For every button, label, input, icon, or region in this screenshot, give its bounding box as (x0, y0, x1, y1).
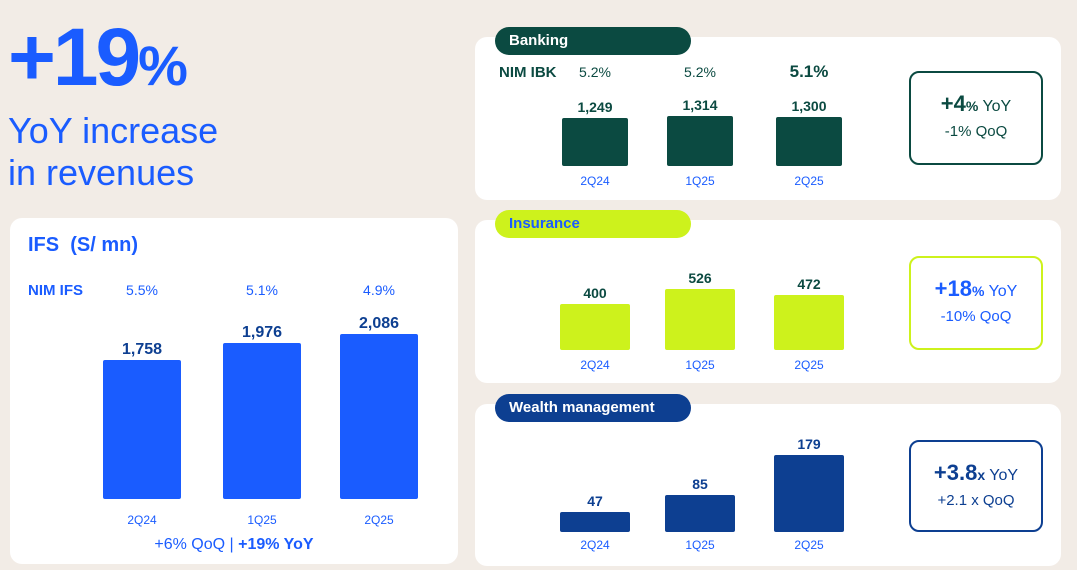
banking-kpi-box: +4% YoY -1% QoQ (909, 71, 1043, 165)
wealth-value-label: 47 (587, 493, 603, 509)
wealth-value-label: 179 (797, 436, 821, 452)
ifs-nim-value: 4.9% (363, 282, 395, 298)
banking-bar (776, 117, 842, 166)
insurance-kpi-value: +18 (934, 276, 972, 301)
ifs-chart: 1,758 2Q24 5.5% 1,976 1Q25 5.1% 2,086 2Q25 4.9% (103, 282, 418, 527)
ifs-nim-value: 5.5% (126, 282, 158, 298)
wealth-category-label: 2Q24 (580, 538, 610, 552)
banking-kpi-unit: % (965, 98, 979, 114)
ifs-bar (340, 334, 418, 499)
ifs-unit: (S/ mn) (70, 234, 139, 256)
headline-line1: YoY increase (8, 110, 219, 151)
wealth-card: Wealth management 47 2Q24 85 1Q25 179 2Q25 +3… (475, 394, 1061, 566)
banking-category-label: 1Q25 (685, 174, 715, 188)
banking-nim-value: 5.2% (684, 64, 716, 80)
insurance-category-label: 2Q25 (794, 358, 824, 372)
ifs-nim-label: NIM IFS (28, 282, 83, 299)
banking-bar (667, 116, 733, 166)
insurance-value-label: 400 (583, 285, 607, 301)
wealth-value-label: 85 (692, 476, 708, 492)
banking-nim-value: 5.1% (790, 62, 829, 81)
banking-category-label: 2Q25 (794, 174, 824, 188)
ifs-title: IFS (S/ mn) (28, 234, 138, 257)
ifs-category-label: 2Q25 (364, 513, 394, 527)
headline-value: +19% (8, 17, 218, 106)
banking-value-label: 1,300 (791, 98, 826, 114)
wealth-kpi-yoy-label: YoY (985, 467, 1019, 484)
ifs-nim-value: 5.1% (246, 282, 278, 298)
insurance-bar (560, 304, 630, 350)
wealth-bar (774, 455, 844, 532)
wealth-kpi-yoy: +3.8x YoY (911, 460, 1041, 486)
banking-chart: 1,249 2Q24 5.2% 1,314 1Q25 5.2% 1,300 2Q25 5.1% (562, 62, 842, 188)
insurance-chart: 400 2Q24 526 1Q25 472 2Q25 (560, 270, 844, 372)
banking-nim-value: 5.2% (579, 64, 611, 80)
headline-line2: in revenues (8, 152, 195, 193)
insurance-kpi-yoy-label: YoY (984, 283, 1018, 300)
wealth-pill: Wealth management (495, 394, 691, 422)
insurance-kpi-yoy: +18% YoY (911, 276, 1041, 302)
insurance-card: Insurance 400 2Q24 526 1Q25 472 2Q25 +18% YoY… (475, 210, 1061, 383)
banking-kpi-yoy-label: YoY (978, 98, 1012, 115)
ifs-category-label: 1Q25 (247, 513, 277, 527)
banking-category-label: 2Q24 (580, 174, 610, 188)
ifs-footer: +6% QoQ | +19% YoY (10, 536, 458, 554)
insurance-kpi-box: +18% YoY -10% QoQ (909, 256, 1043, 350)
insurance-pill: Insurance (495, 210, 691, 238)
insurance-category-label: 1Q25 (685, 358, 715, 372)
ifs-card: IFS (S/ mn) NIM IFS 1,758 2Q24 5.5% 1,976 1Q… (10, 218, 458, 564)
insurance-kpi-unit: % (971, 283, 985, 299)
ifs-footer-yoy: +19% YoY (238, 536, 314, 553)
banking-kpi-qoq: -1% QoQ (944, 123, 1008, 140)
banking-nim-label: NIM IBK (499, 64, 557, 81)
insurance-kpi-qoq: -10% QoQ (940, 308, 1012, 325)
banking-kpi-value: +4 (940, 91, 966, 116)
banking-card: Banking NIM IBK 1,249 2Q24 5.2% 1,314 1Q25 5.… (475, 27, 1061, 200)
ifs-value-label: 2,086 (359, 315, 399, 332)
wealth-category-label: 2Q25 (794, 538, 824, 552)
banking-value-label: 1,249 (577, 99, 612, 115)
wealth-kpi-qoq: +2.1 x QoQ (937, 492, 1015, 509)
banking-pill: Banking (495, 27, 691, 55)
insurance-bar (774, 295, 844, 350)
headline-number: +19 (8, 12, 141, 103)
headline: +19% YoY increase in revenues (8, 17, 219, 194)
insurance-value-label: 526 (688, 270, 712, 286)
wealth-kpi-value: +3.8 (933, 460, 978, 485)
insurance-category-label: 2Q24 (580, 358, 610, 372)
banking-value-label: 1,314 (682, 97, 717, 113)
headline-pct: % (138, 34, 188, 97)
wealth-category-label: 1Q25 (685, 538, 715, 552)
ifs-value-label: 1,976 (242, 324, 282, 341)
wealth-kpi-unit: x (977, 467, 986, 483)
insurance-bar (665, 289, 735, 350)
wealth-bar (665, 495, 735, 532)
ifs-title-text: IFS (28, 234, 60, 256)
wealth-chart: 47 2Q24 85 1Q25 179 2Q25 (560, 436, 844, 552)
ifs-bar (103, 360, 181, 499)
wealth-kpi-box: +3.8x YoY +2.1 x QoQ (909, 440, 1043, 532)
banking-bar (562, 118, 628, 166)
banking-kpi-yoy: +4% YoY (911, 91, 1041, 117)
ifs-bar (223, 343, 301, 499)
ifs-footer-qoq: +6% QoQ | (154, 536, 239, 553)
ifs-value-label: 1,758 (122, 341, 162, 358)
insurance-value-label: 472 (797, 276, 821, 292)
wealth-bar (560, 512, 630, 532)
ifs-category-label: 2Q24 (127, 513, 157, 527)
